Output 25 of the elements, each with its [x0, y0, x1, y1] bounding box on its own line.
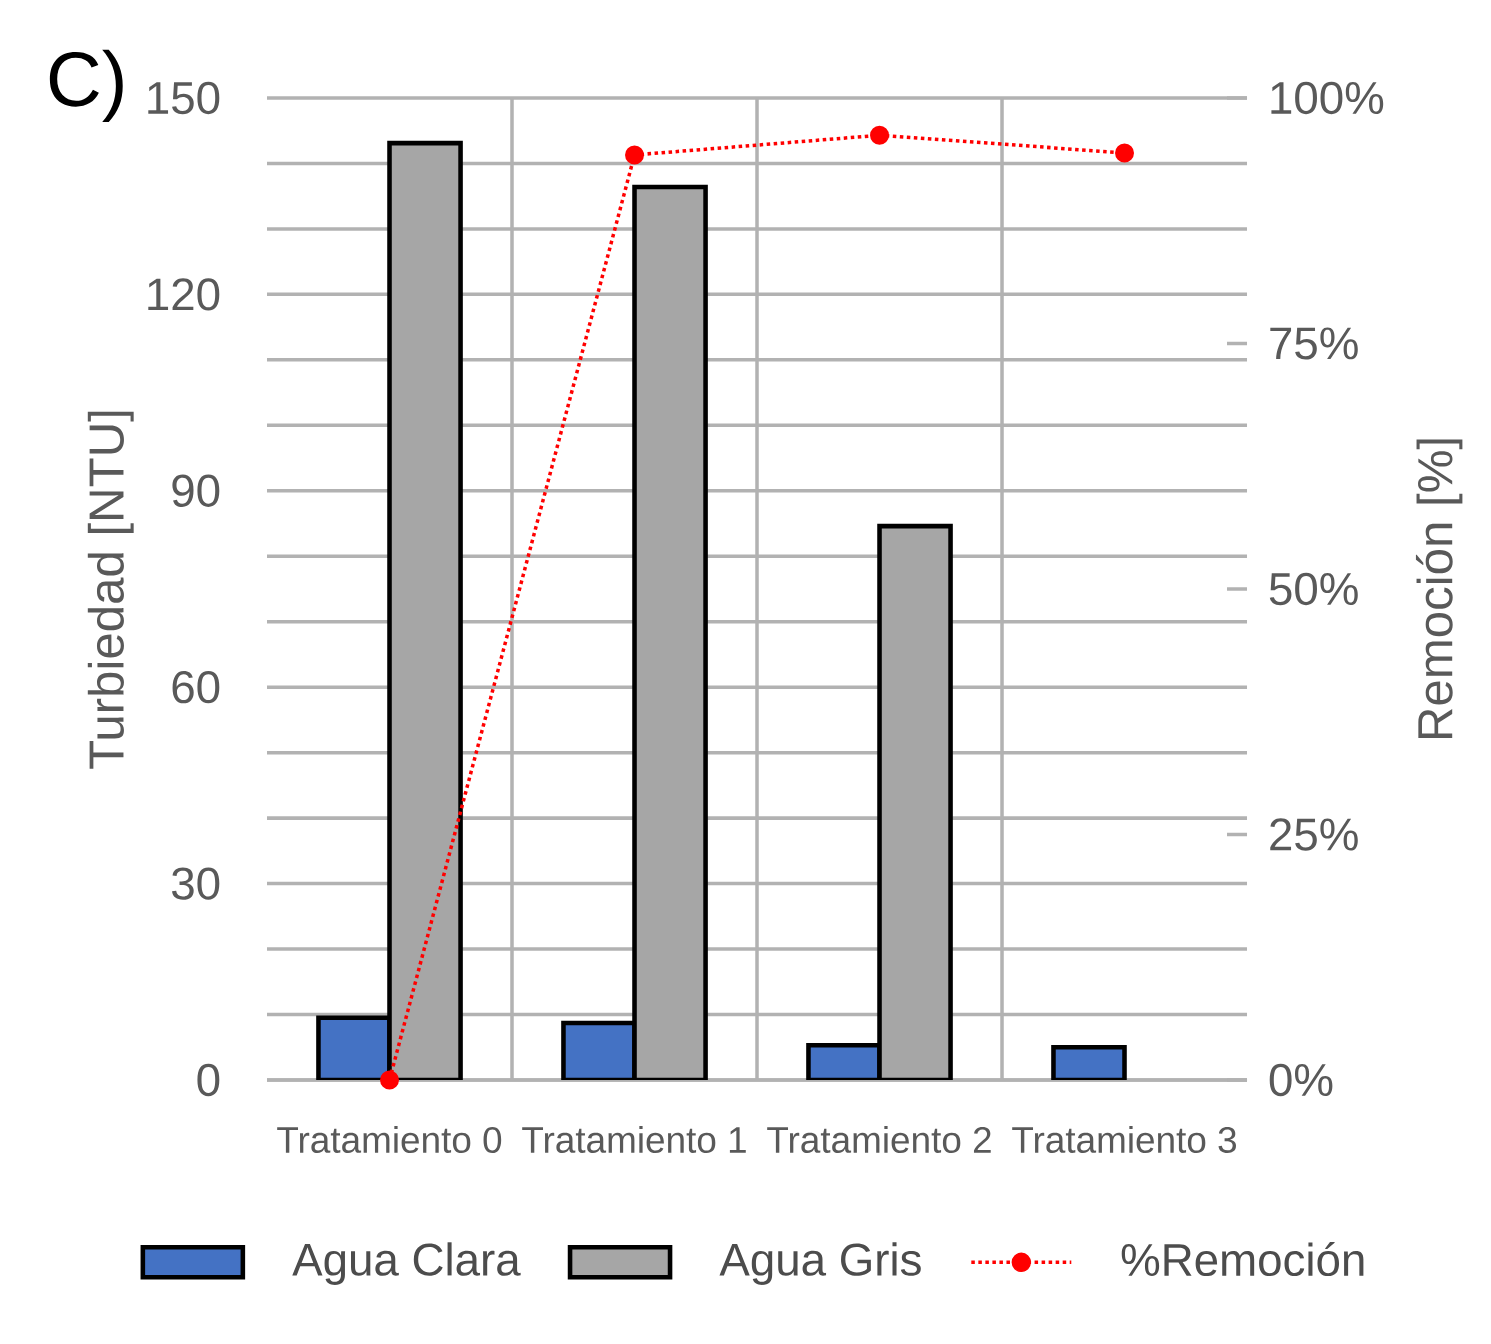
x-tick-label: Tratamiento 0: [277, 1125, 502, 1154]
y2-tick-label: 100%: [1271, 81, 1384, 115]
y-tick-label: 30: [172, 867, 220, 900]
y2-axis-title: Remoción [%]: [1415, 439, 1463, 739]
point: [870, 125, 890, 145]
y-tick-label: 0: [197, 1063, 220, 1097]
legend-label: Agua Gris: [719, 1242, 921, 1285]
y2-tick-label: 0%: [1269, 1063, 1333, 1097]
y-tick-label: 150: [148, 81, 220, 115]
y2-tick-label: 50%: [1269, 572, 1358, 606]
y2-tick-label: 25%: [1270, 818, 1358, 851]
y-axis-title: Turbiedad [NTU]: [87, 411, 134, 769]
text: C): [49, 49, 123, 122]
x-tick-label: Tratamiento 1: [522, 1125, 746, 1154]
y-tick-label: 90: [172, 474, 220, 507]
y2-tick-label: 75%: [1270, 327, 1358, 360]
legend-label: %Remoción: [1121, 1242, 1364, 1277]
point: [1115, 143, 1135, 163]
x-tick-label: Tratamiento 2: [767, 1125, 991, 1154]
legend-label: Agua Clara: [292, 1242, 521, 1285]
point: [625, 145, 644, 165]
x-tick-label: Tratamiento 3: [1012, 1125, 1236, 1154]
y-tick-label: 120: [148, 278, 220, 311]
y-tick-label: 60: [172, 670, 220, 704]
point: [380, 1070, 399, 1090]
